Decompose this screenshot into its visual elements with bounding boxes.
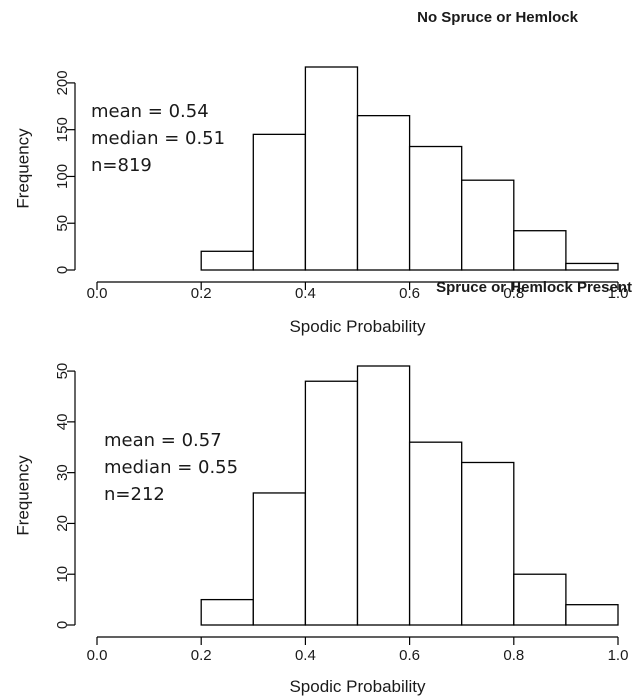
x-tick-label: 1.0: [608, 285, 629, 302]
histogram-bar: [356, 114, 411, 271]
stats-annotation: median = 0.55: [104, 457, 238, 478]
y-tick-label: 0: [54, 266, 71, 274]
histogram-bar: [200, 250, 254, 271]
x-tick-label: 0.0: [87, 647, 108, 664]
histogram-bar: [252, 133, 307, 271]
histogram-bar: [304, 380, 359, 626]
y-tick-label: 50: [54, 363, 71, 380]
histogram-bar: [408, 145, 463, 271]
x-tick-label: 0.6: [399, 285, 420, 302]
stats-annotation: mean = 0.57: [104, 430, 222, 451]
histogram-bar: [565, 262, 619, 271]
y-tick-label: 40: [54, 414, 71, 431]
stats-annotation: n=819: [91, 155, 152, 176]
y-tick-label: 50: [54, 215, 71, 232]
x-axis-label: Spodic Probability: [289, 317, 426, 336]
y-tick-label: 100: [54, 164, 71, 189]
histogram-bar: [513, 573, 567, 626]
y-axis-label: Frequency: [13, 128, 32, 209]
histogram-bar: [513, 230, 567, 271]
histogram-bar: [252, 492, 307, 626]
histogram-bar: [461, 461, 515, 626]
histogram-bar: [304, 66, 359, 271]
x-tick-label: 0.4: [295, 647, 316, 664]
chart-title: Spruce or Hemlock Present: [436, 279, 632, 296]
x-tick-label: 0.8: [503, 285, 524, 302]
chart-title: No Spruce or Hemlock: [417, 9, 579, 26]
x-tick-label: 0.8: [503, 647, 524, 664]
histogram-bar: [408, 441, 463, 626]
histogram-bar: [565, 604, 619, 626]
x-tick-label: 0.4: [295, 285, 316, 302]
x-axis-label: Spodic Probability: [289, 677, 426, 696]
y-tick-label: 0: [54, 621, 71, 629]
stats-annotation: median = 0.51: [91, 128, 225, 149]
histogram-bar: [200, 598, 254, 626]
x-tick-label: 1.0: [608, 647, 629, 664]
x-tick-label: 0.2: [191, 647, 212, 664]
histogram-bar: [356, 365, 411, 626]
y-tick-label: 10: [54, 566, 71, 583]
x-tick-label: 0.6: [399, 647, 420, 664]
stats-annotation: mean = 0.54: [91, 101, 209, 122]
histogram-bar: [461, 179, 515, 271]
x-tick-label: 0.2: [191, 285, 212, 302]
y-tick-label: 200: [54, 70, 71, 95]
y-tick-label: 30: [54, 464, 71, 481]
y-tick-label: 150: [54, 117, 71, 142]
stats-annotation: n=212: [104, 484, 165, 505]
x-tick-label: 0.0: [87, 285, 108, 302]
y-axis-label: Frequency: [13, 455, 32, 536]
y-tick-label: 20: [54, 515, 71, 532]
